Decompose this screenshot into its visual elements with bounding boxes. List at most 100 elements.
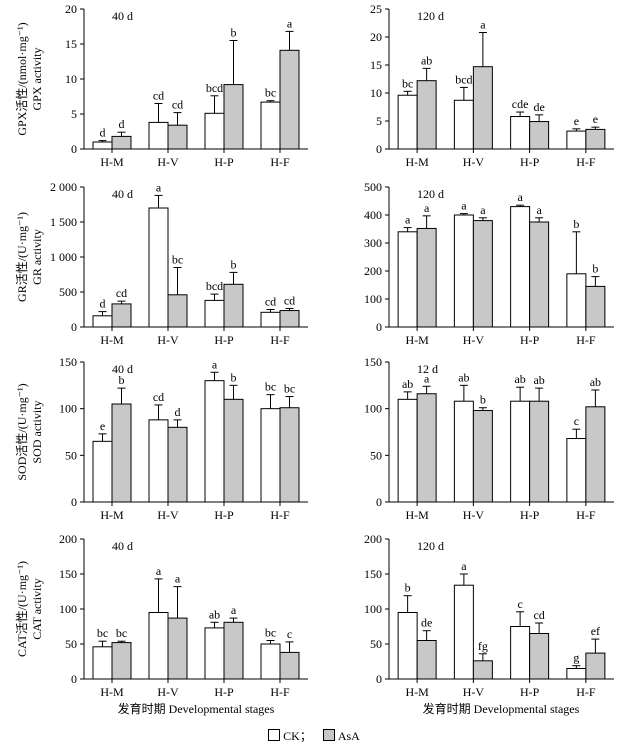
significance-letter-ck: cd	[265, 295, 276, 309]
y-tick-label: 0	[376, 320, 382, 334]
significance-letter-ck: ab	[209, 607, 220, 621]
significance-letter-ck: cd	[153, 89, 164, 103]
significance-letter-asa: d	[175, 405, 181, 419]
x-tick-label: H-F	[576, 155, 596, 169]
significance-letter-ck: bc	[97, 626, 108, 640]
y-tick-label: 1 000	[50, 250, 77, 264]
bar-ck	[566, 668, 587, 680]
x-tick-label: H-F	[576, 508, 596, 522]
significance-letter-asa: a	[287, 16, 293, 30]
bar-asa	[472, 410, 493, 503]
x-tick-label: H-P	[520, 508, 540, 522]
y-axis-label-en: SOD activity	[30, 401, 44, 464]
legend-item-ck: CK；	[268, 729, 312, 743]
bar-ck	[260, 311, 281, 328]
bar-ck	[397, 612, 418, 680]
significance-letter-asa: a	[480, 203, 486, 217]
significance-letter-ck: b	[405, 581, 411, 595]
significance-letter-asa: b	[119, 373, 125, 387]
significance-letter-ck: a	[212, 357, 218, 371]
significance-letter-ck: bc	[265, 380, 276, 394]
y-tick-label: 15	[65, 37, 77, 51]
x-tick-label: H-V	[463, 685, 485, 699]
y-tick-label: 20	[65, 2, 77, 16]
x-tick-label: H-V	[157, 333, 179, 347]
x-tick-label: H-V	[463, 333, 485, 347]
bar-ck	[204, 299, 225, 328]
bar-ck	[566, 273, 587, 328]
panel-tag: 12 d	[417, 362, 438, 376]
x-tick-label: H-M	[100, 685, 124, 699]
bar-ck	[148, 121, 169, 150]
y-tick-label: 10	[370, 86, 382, 100]
bar-asa	[167, 294, 188, 328]
x-tick-label: H-P	[520, 333, 540, 347]
legend-item-asa: AsA	[322, 729, 360, 743]
y-tick-label: 2 000	[50, 180, 77, 194]
panel-tag: 120 d	[417, 539, 444, 553]
significance-letter-asa: d	[119, 117, 125, 131]
significance-letter-ck: bc	[265, 86, 276, 100]
x-tick-label: H-P	[214, 155, 234, 169]
x-tick-label: H-F	[576, 685, 596, 699]
y-tick-label: 100	[59, 602, 77, 616]
x-tick-label: H-V	[157, 508, 179, 522]
y-tick-label: 20	[370, 30, 382, 44]
bar-ck	[204, 380, 225, 503]
panel-tag: 120 d	[417, 9, 444, 23]
bar-asa	[279, 407, 300, 503]
significance-letter-ck: b	[573, 217, 579, 231]
y-tick-label: 400	[364, 208, 382, 222]
significance-letter-asa: a	[480, 18, 486, 32]
y-axis-label-en: CAT activity	[30, 578, 44, 639]
bar-asa	[223, 84, 244, 150]
bar-asa	[472, 66, 493, 150]
bar-ck	[397, 94, 418, 150]
significance-letter-asa: fg	[478, 639, 488, 653]
significance-letter-asa: a	[175, 572, 181, 586]
legend-swatch-ck	[268, 729, 281, 741]
bar-asa	[585, 652, 606, 680]
significance-letter-ck: bcd	[206, 81, 223, 95]
significance-letter-ck: bc	[265, 626, 276, 640]
legend-label-asa: AsA	[337, 729, 360, 743]
bar-ck	[566, 130, 587, 150]
significance-letter-ck: a	[461, 559, 467, 573]
x-tick-label: H-M	[405, 155, 429, 169]
significance-letter-asa: bc	[116, 626, 127, 640]
y-tick-label: 50	[65, 637, 77, 651]
bar-asa	[416, 227, 437, 328]
y-tick-label: 150	[364, 355, 382, 369]
significance-letter-asa: b	[231, 257, 237, 271]
y-tick-label: 100	[364, 402, 382, 416]
y-tick-label: 50	[370, 448, 382, 462]
y-tick-label: 200	[364, 532, 382, 546]
y-tick-label: 200	[59, 532, 77, 546]
significance-letter-asa: c	[287, 627, 292, 641]
bar-ck	[148, 419, 169, 503]
bar-ck	[260, 101, 281, 150]
y-axis-label-cn: GPX活性/(nmol·mg⁻¹)	[15, 22, 29, 135]
significance-letter-asa: e	[593, 112, 598, 126]
panel-tag: 40 d	[112, 9, 133, 23]
bar-asa	[529, 633, 550, 680]
bar-ck	[453, 214, 474, 328]
bar-asa	[585, 285, 606, 328]
significance-letter-ck: ab	[402, 377, 413, 391]
bar-ck	[260, 643, 281, 680]
x-tick-label: H-M	[100, 155, 124, 169]
bar-asa	[111, 303, 132, 328]
panel-tag: 40 d	[112, 362, 133, 376]
x-tick-label: H-M	[405, 508, 429, 522]
significance-letter-ck: e	[100, 419, 105, 433]
bar-ck	[204, 112, 225, 150]
y-tick-label: 0	[376, 495, 382, 509]
bar-asa	[416, 393, 437, 503]
x-tick-label: H-M	[100, 333, 124, 347]
y-tick-label: 0	[71, 672, 77, 686]
y-tick-label: 0	[376, 672, 382, 686]
bar-ck	[397, 398, 418, 503]
y-tick-label: 5	[71, 107, 77, 121]
